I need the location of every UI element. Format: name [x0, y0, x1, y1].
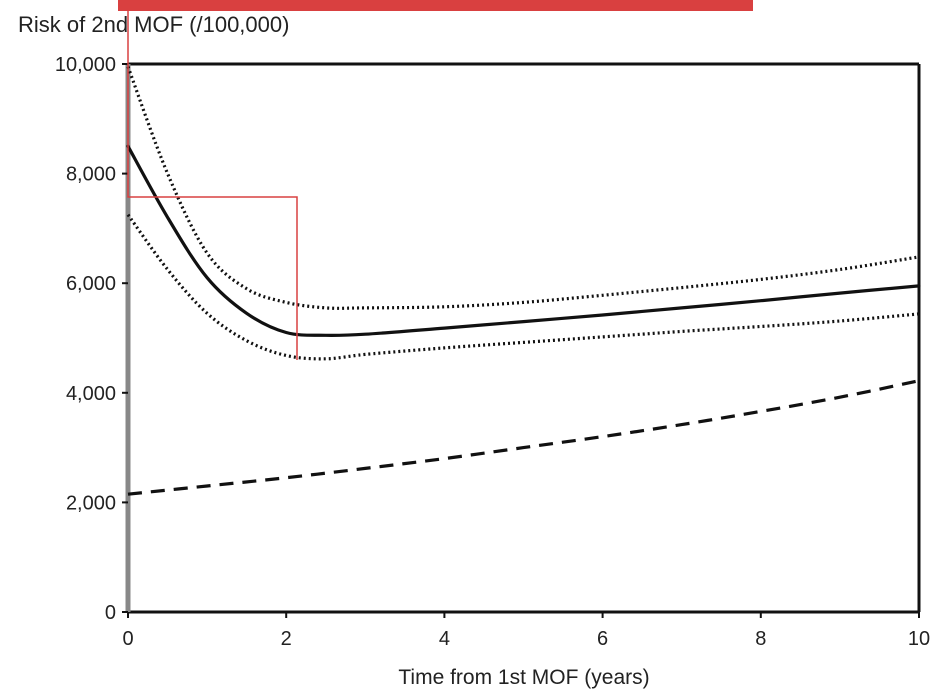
series-line-dashed-3 [127, 379, 920, 496]
series-line-dotted-1 [126, 66, 920, 310]
title-redaction-bar [118, 0, 753, 11]
series-line-solid-0 [126, 144, 921, 337]
x-tick-label: 10 [908, 628, 930, 650]
highlight-box [127, 10, 298, 360]
plot-frame [125, 62, 921, 614]
chart-title: Risk of 2nd MOF (/100,000) [18, 12, 289, 37]
y-tick-label: 6,000 [66, 273, 116, 295]
x-tick-label: 2 [281, 628, 292, 650]
x-tick-label: 8 [755, 628, 766, 650]
x-tick-label: 4 [439, 628, 450, 650]
x-tick-label: 0 [122, 628, 133, 650]
x-axis-label: Time from 1st MOF (years) [398, 666, 649, 689]
series-layer [126, 66, 921, 496]
y-tick-label: 0 [105, 602, 116, 624]
y-tick-label: 8,000 [66, 164, 116, 186]
series-line-dotted-2 [126, 213, 920, 361]
x-tick-label: 6 [597, 628, 608, 650]
y-tick-label: 10,000 [55, 54, 116, 76]
axis-ticks: 0 2,000 4,000 6,000 8,000 10,000 0 2 4 6 8 10 [55, 54, 930, 650]
y-tick-label: 4,000 [66, 383, 116, 405]
y-tick-label: 2,000 [66, 492, 116, 514]
